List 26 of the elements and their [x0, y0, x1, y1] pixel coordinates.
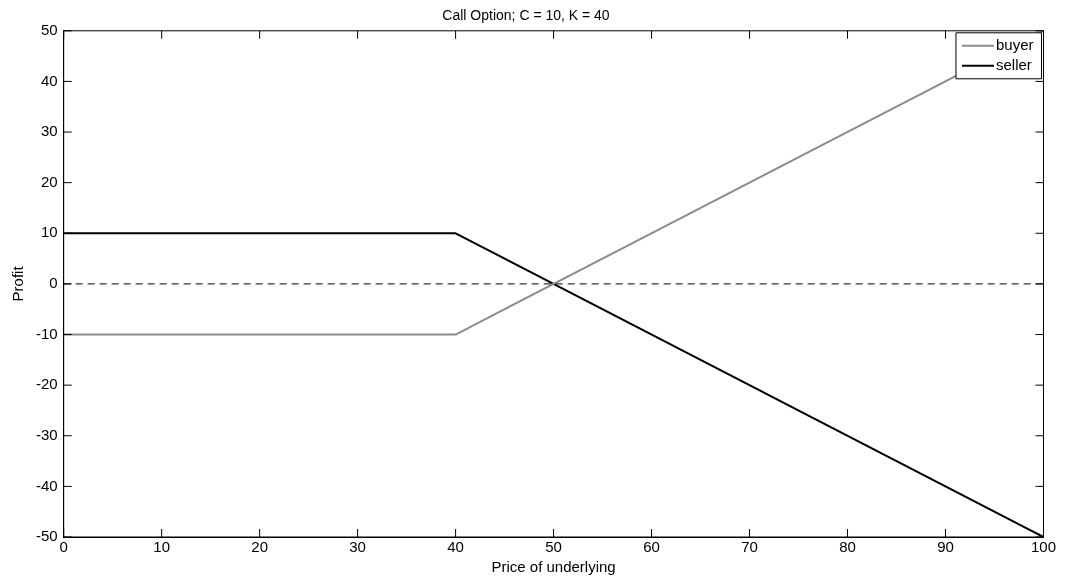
x-tick-label: 90 — [937, 538, 954, 556]
x-tick-label: 30 — [349, 538, 366, 556]
y-tick-label: 10 — [40, 223, 58, 241]
y-tick-label: 40 — [40, 71, 58, 89]
y-tick-label: -10 — [35, 324, 58, 342]
x-tick-label: 10 — [153, 538, 170, 556]
legend-label: buyer — [995, 35, 1034, 53]
y-tick-label: 50 — [40, 20, 58, 38]
x-axis-title: Price of underlying — [491, 558, 616, 576]
x-tick-label: 100 — [1030, 538, 1056, 556]
y-tick-label: -40 — [35, 476, 58, 494]
y-tick-label: -50 — [35, 527, 58, 545]
x-tick-label: 40 — [447, 538, 464, 556]
x-tick-label: 20 — [251, 538, 268, 556]
chart-title: Call Option; C = 10, K = 40 — [442, 7, 610, 24]
legend-label: seller — [995, 55, 1032, 73]
y-tick-label: -30 — [35, 425, 58, 443]
y-axis-title: Profit — [9, 265, 27, 302]
x-tick-label: 80 — [839, 538, 856, 556]
y-tick-label: 0 — [49, 274, 58, 292]
y-tick-label: -20 — [35, 375, 58, 393]
y-tick-label: 30 — [40, 122, 58, 140]
x-tick-label: 70 — [741, 538, 758, 556]
x-tick-label: 60 — [643, 538, 660, 556]
y-tick-label: 20 — [40, 172, 58, 190]
x-tick-label: 50 — [545, 538, 562, 556]
